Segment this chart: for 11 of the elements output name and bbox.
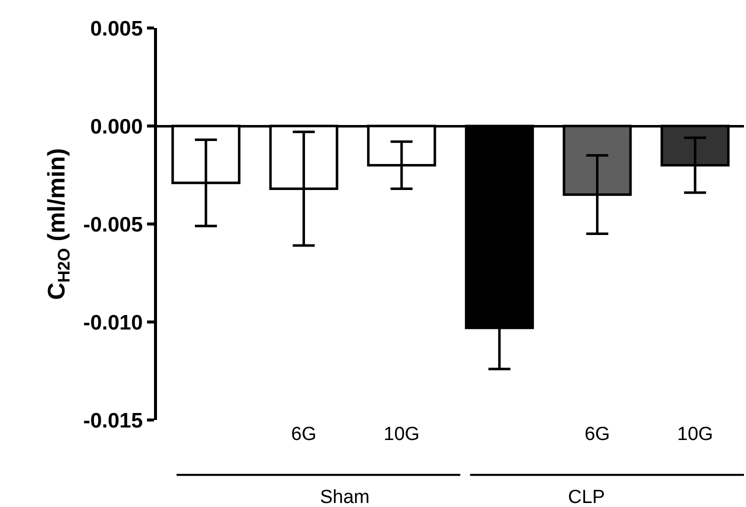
text: CLP [568,487,605,507]
x-tick-label: 6G [291,424,316,445]
y-tick-label: 0.000 [90,115,143,138]
x-tick-label: 6G [584,424,610,445]
y-tick-label: -0.010 [83,311,143,334]
text: Sham [320,487,370,507]
y-tick-label: -0.005 [83,213,144,236]
y-tick-label: -0.015 [83,409,144,432]
x-tick-label: 10G [677,424,714,445]
y-tick-label: 0.005 [90,17,144,40]
x-tick-label: 10G [384,424,420,445]
